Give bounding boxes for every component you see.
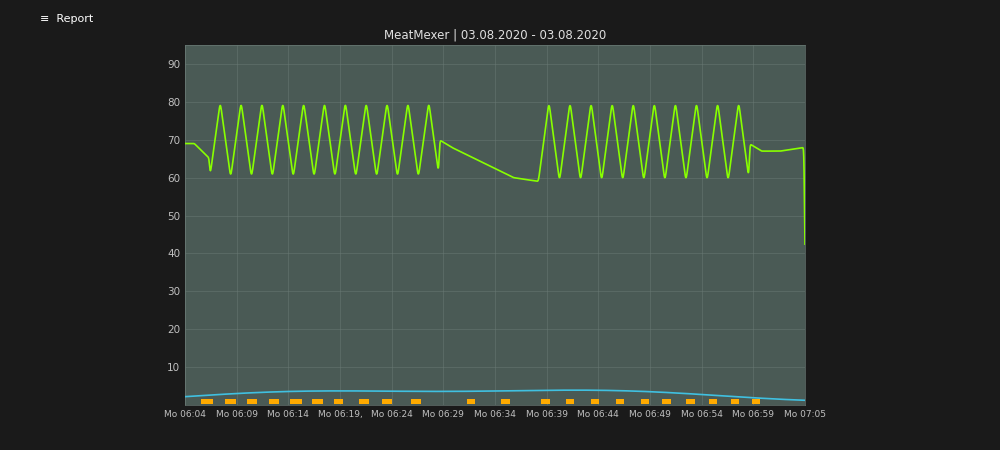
Text: ≡  Report: ≡ Report bbox=[40, 14, 94, 24]
Bar bbox=[269, 399, 279, 404]
Bar bbox=[247, 399, 257, 404]
Bar bbox=[225, 399, 236, 404]
Bar bbox=[591, 399, 599, 404]
Bar bbox=[752, 399, 760, 404]
Bar bbox=[662, 399, 671, 404]
Bar bbox=[501, 399, 510, 404]
Bar bbox=[541, 399, 550, 404]
Bar bbox=[359, 399, 369, 404]
Bar bbox=[641, 399, 649, 404]
Bar bbox=[566, 399, 574, 404]
Bar bbox=[334, 399, 343, 404]
Bar bbox=[200, 399, 213, 404]
Bar bbox=[290, 399, 302, 404]
Bar bbox=[382, 399, 392, 404]
Bar bbox=[411, 399, 421, 404]
Bar bbox=[686, 399, 695, 404]
Bar bbox=[731, 399, 739, 404]
Bar bbox=[312, 399, 323, 404]
Bar bbox=[616, 399, 624, 404]
Bar bbox=[467, 399, 475, 404]
Bar bbox=[709, 399, 717, 404]
Title: MeatMexer | 03.08.2020 - 03.08.2020: MeatMexer | 03.08.2020 - 03.08.2020 bbox=[384, 28, 606, 41]
